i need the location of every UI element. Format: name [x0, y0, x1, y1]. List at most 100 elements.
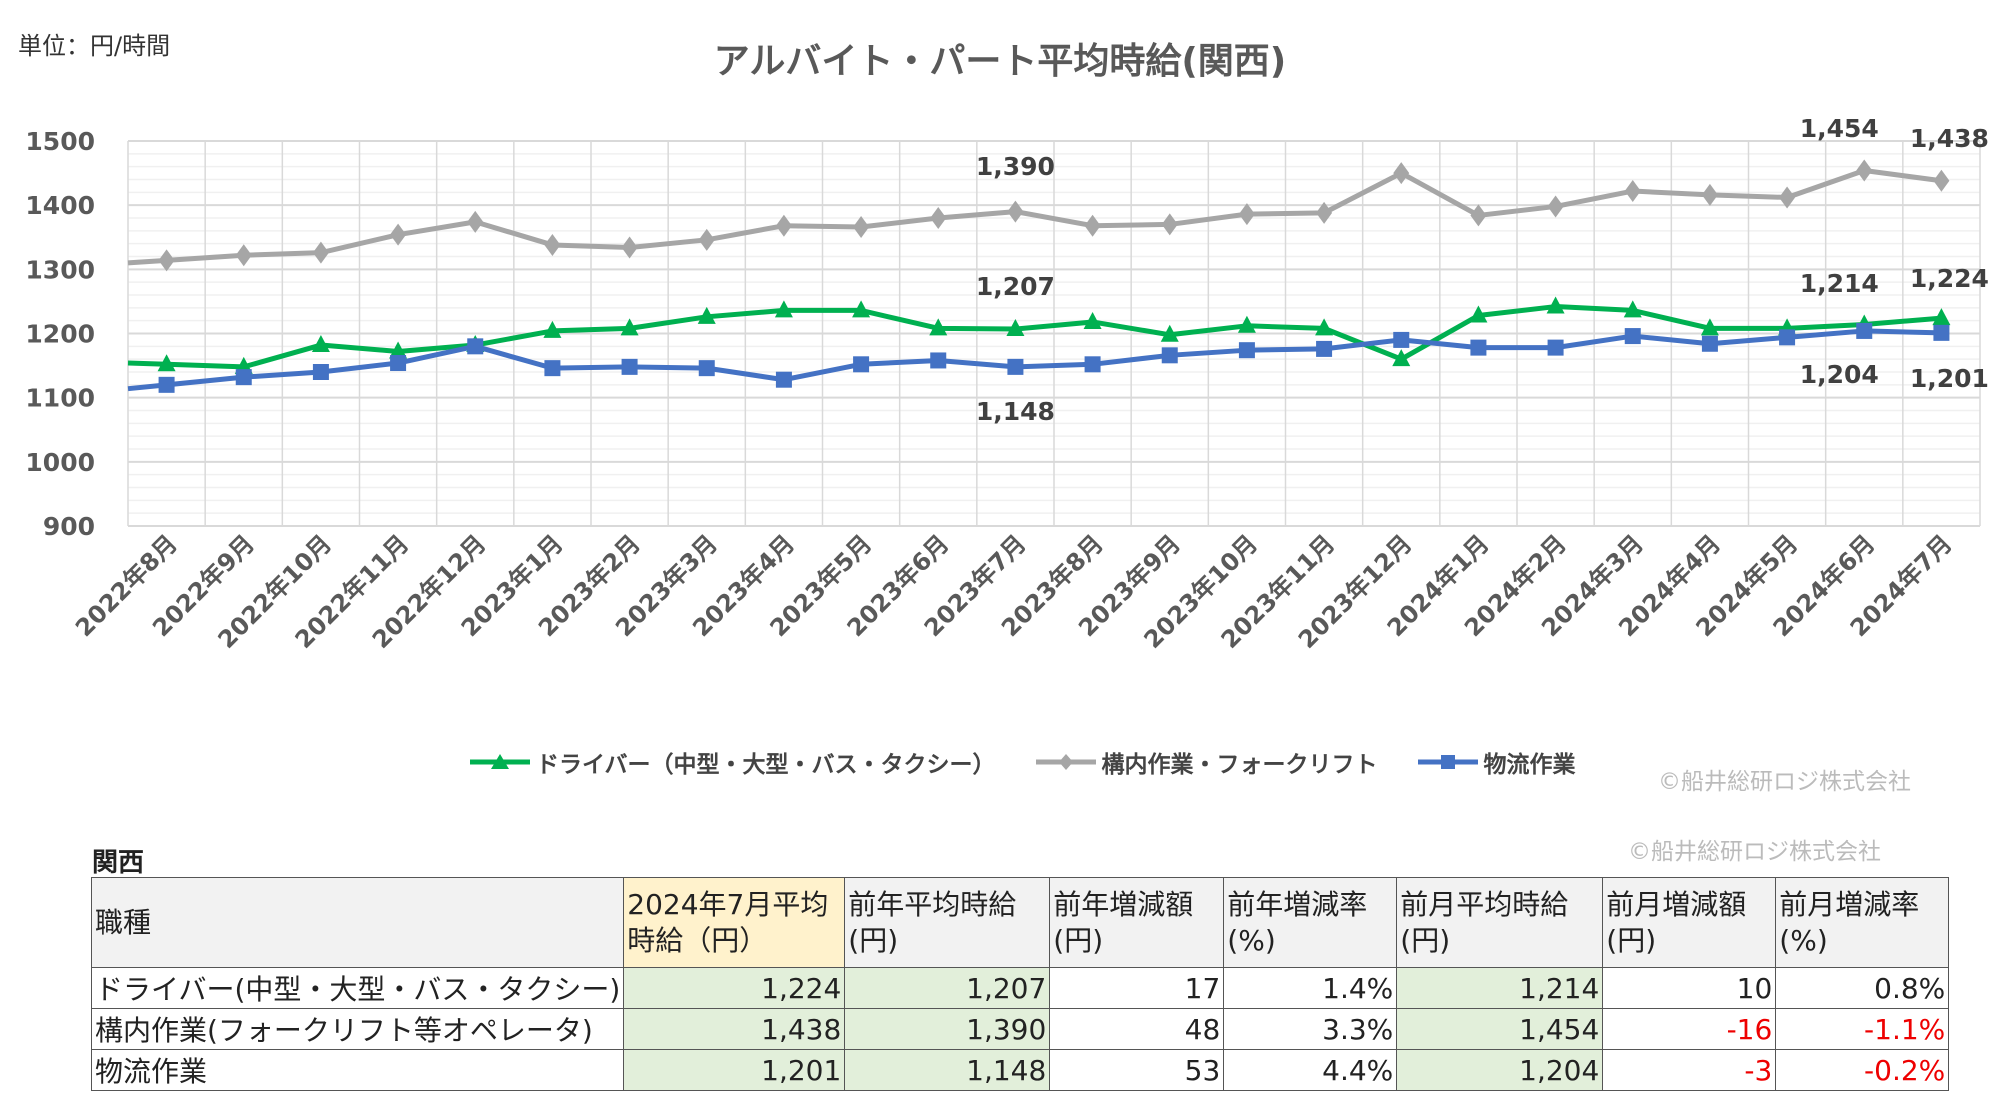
- table-cell: 53: [1049, 1049, 1225, 1091]
- data-point: [1392, 349, 1411, 367]
- unit-label: 単位：円/時間: [18, 32, 171, 60]
- copyright: ©船井総研ロジ株式会社: [1658, 769, 1911, 795]
- data-point: [1469, 305, 1488, 323]
- y-tick-label: 1300: [25, 255, 95, 284]
- data-point: [698, 228, 715, 251]
- data-point: [544, 360, 561, 377]
- data-point: [930, 352, 947, 369]
- y-tick-label: 1400: [25, 191, 95, 220]
- legend-label: ドライバー（中型・大型・バス・タクシー）: [536, 752, 996, 778]
- wage-table: 職種 2024年7月平均時給（円） 前年平均時給(円) 前年増減額(円) 前年増…: [90, 877, 1950, 1091]
- data-point: [235, 369, 252, 386]
- data-point: [1624, 328, 1641, 345]
- data-point: [1006, 319, 1025, 337]
- data-point: [1470, 204, 1487, 227]
- data-label: 1,438: [1910, 124, 1989, 153]
- data-point: [775, 371, 792, 388]
- data-point: [1238, 203, 1255, 226]
- header-cell: 前月平均時給(円): [1396, 877, 1604, 968]
- data-point: [1160, 324, 1179, 342]
- y-tick-label: 1200: [25, 320, 95, 349]
- data-point: [544, 233, 561, 256]
- table-cell: 1,201: [623, 1049, 846, 1091]
- header-cell: 前月増減率(%): [1775, 877, 1950, 968]
- legend-label: 構内作業・フォークリフト: [1101, 752, 1378, 778]
- data-point: [1624, 180, 1641, 203]
- table-cell: 物流作業: [90, 1049, 625, 1091]
- table-cell: 1,207: [844, 967, 1051, 1009]
- table-cell: 3.3%: [1223, 1008, 1398, 1050]
- header-cell: 前年増減額(円): [1049, 877, 1225, 968]
- table-cell: 48: [1049, 1008, 1225, 1050]
- data-label: 1,214: [1800, 269, 1879, 298]
- data-point: [1084, 214, 1101, 237]
- data-point: [1316, 340, 1333, 357]
- data-point: [1779, 186, 1796, 209]
- data-point: [467, 210, 484, 233]
- data-point: [1933, 324, 1950, 341]
- data-label: 1,148: [976, 397, 1055, 426]
- series-line: [127, 168, 1942, 266]
- data-label: 1,454: [1800, 114, 1879, 143]
- table-cell: -0.2%: [1775, 1049, 1950, 1091]
- data-point: [1316, 201, 1333, 224]
- copyright: ©船井総研ロジ株式会社: [1628, 839, 1881, 865]
- data-point: [235, 244, 252, 267]
- data-point: [1933, 169, 1950, 192]
- data-point: [312, 241, 329, 264]
- data-point: [698, 360, 715, 377]
- data-point: [929, 318, 948, 336]
- data-point: [1393, 162, 1410, 185]
- header-cell: 職種: [90, 877, 625, 968]
- y-tick-label: 900: [43, 512, 95, 541]
- y-tick-label: 1500: [25, 127, 95, 156]
- data-point: [1470, 339, 1487, 356]
- y-tick-label: 1000: [25, 448, 95, 477]
- header-cell: 前年平均時給(円): [844, 877, 1051, 968]
- data-point: [774, 300, 793, 318]
- data-label: 1,204: [1800, 360, 1879, 389]
- table-row: 構内作業(フォークリフト等オペレータ) 1,438 1,390 48 3.3% 1,454…: [90, 1008, 1950, 1050]
- table-cell: 0.8%: [1775, 967, 1950, 1009]
- data-point: [775, 214, 792, 237]
- data-point: [1238, 342, 1255, 359]
- data-point: [311, 335, 330, 353]
- data-point: [157, 354, 176, 372]
- data-point: [1932, 308, 1951, 326]
- data-label: 1,224: [1910, 264, 1989, 293]
- data-point: [1623, 300, 1642, 318]
- data-point: [852, 300, 871, 318]
- table-cell: 1,204: [1396, 1049, 1604, 1091]
- line-chart: 9001000110012001300140015002022年8月2022年9…: [25, 114, 1989, 654]
- legend-item-forklift: 構内作業・フォークリフト: [1035, 745, 1378, 779]
- data-point: [1161, 213, 1178, 236]
- legend-item-logistics: 物流作業: [1417, 745, 1576, 779]
- table-cell: ドライバー(中型・大型・バス・タクシー): [90, 967, 625, 1009]
- table-row: ドライバー(中型・大型・バス・タクシー) 1,224 1,207 17 1.4% 1,21…: [90, 967, 1950, 1009]
- table-cell: 1,224: [623, 967, 846, 1009]
- table-cell: 構内作業(フォークリフト等オペレータ): [90, 1008, 625, 1050]
- data-point: [1701, 335, 1718, 352]
- data-point: [312, 364, 329, 380]
- data-point: [543, 320, 562, 338]
- header-cell: 前月増減額(円): [1602, 877, 1777, 968]
- data-label: 1,207: [976, 272, 1055, 301]
- data-label: 1,201: [1910, 364, 1989, 393]
- header-cell: 2024年7月平均時給（円）: [623, 877, 846, 968]
- data-point: [1007, 358, 1024, 375]
- table-cell: 1,454: [1396, 1008, 1604, 1050]
- chart-title: アルバイト・パート平均時給(関西): [713, 41, 1287, 82]
- data-point: [930, 207, 947, 229]
- data-point: [1700, 318, 1719, 336]
- data-point: [1856, 322, 1873, 339]
- table-cell: -1.1%: [1775, 1008, 1950, 1050]
- legend-label: 物流作業: [1483, 752, 1576, 778]
- table-row: 物流作業 1,201 1,148 53 4.4% 1,204 -3 -0.2%: [90, 1049, 1950, 1091]
- table-header-row: 職種 2024年7月平均時給（円） 前年平均時給(円) 前年増減額(円) 前年増…: [90, 877, 1950, 968]
- data-point: [620, 318, 639, 336]
- header-cell: 前年増減率(%): [1223, 877, 1398, 968]
- table-cell: 1,390: [844, 1008, 1051, 1050]
- data-point: [621, 236, 638, 259]
- table-cell: 1,438: [623, 1008, 846, 1050]
- data-point: [390, 223, 407, 246]
